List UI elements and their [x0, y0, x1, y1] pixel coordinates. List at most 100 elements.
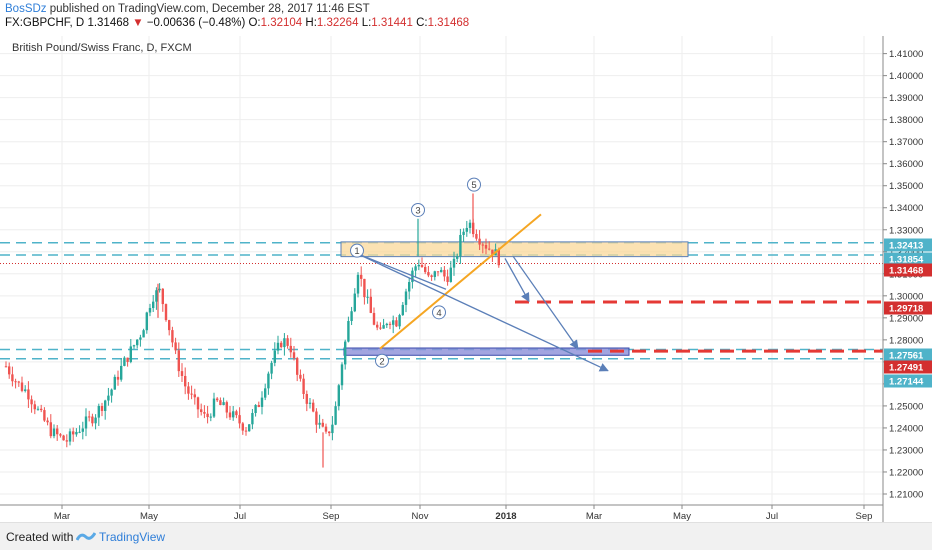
- wave-label: 5: [471, 180, 476, 191]
- candle-body: [388, 323, 392, 325]
- candle: [206, 405, 209, 424]
- candle-body: [334, 406, 337, 425]
- candle: [190, 385, 193, 400]
- candle-body: [68, 431, 72, 442]
- x-tick-label: Sep: [323, 511, 340, 522]
- y-tick-label: 1.22000: [889, 467, 923, 478]
- symbol-label[interactable]: FX:GBPCHF, D: [5, 17, 85, 29]
- candle-body: [337, 385, 340, 407]
- x-tick-label: Mar: [586, 511, 602, 522]
- candle: [104, 399, 107, 420]
- footer: Created with TradingView: [0, 522, 932, 550]
- tradingview-logo-icon: [76, 532, 96, 541]
- chart-header: BosSDz published on TradingView.com, Dec…: [0, 0, 932, 36]
- candle: [200, 403, 203, 416]
- candle: [235, 409, 238, 419]
- candle: [11, 366, 14, 387]
- candle: [75, 428, 78, 437]
- candle-body: [414, 266, 417, 271]
- candle: [8, 362, 11, 379]
- candle: [481, 242, 484, 254]
- candle-body: [369, 296, 372, 313]
- candle-body: [120, 365, 123, 380]
- tradingview-brand[interactable]: TradingView: [99, 530, 166, 544]
- candle: [161, 288, 164, 312]
- candle-body: [379, 327, 382, 329]
- candle-body: [408, 282, 411, 292]
- candle-body: [110, 389, 113, 396]
- candle-body: [232, 411, 235, 418]
- candle: [254, 404, 257, 417]
- candle-body: [340, 364, 344, 386]
- candle: [78, 425, 81, 434]
- candle: [171, 326, 174, 348]
- candle: [395, 317, 398, 328]
- candle: [328, 431, 331, 437]
- price-badge: [884, 252, 932, 266]
- candle: [180, 363, 184, 382]
- candle: [49, 414, 52, 439]
- candle-body: [225, 402, 228, 413]
- candle: [376, 321, 379, 331]
- candle: [334, 401, 337, 426]
- candle: [177, 342, 180, 377]
- author-link[interactable]: BosSDz: [5, 3, 47, 15]
- candle: [203, 405, 206, 419]
- candle: [209, 413, 212, 422]
- candle-body: [356, 274, 360, 294]
- candle-body: [75, 431, 78, 435]
- candle-body: [62, 435, 65, 441]
- candle-body: [4, 366, 8, 368]
- candle-body: [420, 264, 424, 267]
- candle: [33, 400, 36, 415]
- candle: [155, 287, 158, 310]
- candle: [366, 289, 369, 304]
- candle: [465, 220, 468, 237]
- candle-body: [88, 416, 91, 418]
- candle: [56, 424, 59, 441]
- candle: [296, 356, 299, 382]
- candle: [65, 434, 68, 448]
- candle: [228, 405, 232, 421]
- candle-body: [366, 296, 369, 298]
- price-badge: [884, 348, 932, 362]
- candle: [427, 265, 430, 278]
- candle-body: [372, 312, 376, 325]
- candle: [369, 288, 372, 314]
- candle: [152, 294, 155, 313]
- price-badge-label: 1.31854: [889, 255, 924, 266]
- candle-body: [49, 422, 52, 437]
- price-badge-label: 1.27561: [889, 351, 924, 362]
- candle: [113, 374, 116, 390]
- candle: [462, 228, 465, 242]
- candle-body: [257, 405, 260, 407]
- y-tick-label: 1.34000: [889, 203, 923, 214]
- y-tick-label: 1.33000: [889, 225, 923, 236]
- candle: [219, 397, 222, 406]
- y-tick-label: 1.40000: [889, 71, 923, 82]
- candle: [292, 346, 296, 361]
- price-badge-label: 1.29718: [889, 304, 923, 315]
- high-label: H:: [305, 17, 317, 29]
- candle-body: [276, 342, 280, 351]
- candle-body: [254, 405, 257, 413]
- candle-body: [78, 431, 81, 433]
- candle: [264, 383, 267, 401]
- candle-body: [296, 358, 299, 375]
- candle-body: [91, 416, 94, 424]
- ohlc-legend: FX:GBPCHF, D 1.31468 ▼ −0.00636 (−0.48%)…: [5, 17, 469, 29]
- candle: [382, 318, 385, 329]
- candle-body: [193, 394, 196, 398]
- x-tick-label: May: [140, 511, 158, 522]
- y-tick-label: 1.35000: [889, 181, 923, 192]
- candle: [30, 395, 33, 413]
- created-with-text: Created with: [6, 530, 74, 544]
- y-tick-label: 1.39000: [889, 93, 923, 104]
- candle: [337, 383, 340, 411]
- candle-body: [136, 339, 139, 346]
- candle-body: [392, 320, 395, 325]
- candle-body: [56, 428, 59, 435]
- candle: [270, 360, 273, 380]
- candle-body: [241, 423, 244, 431]
